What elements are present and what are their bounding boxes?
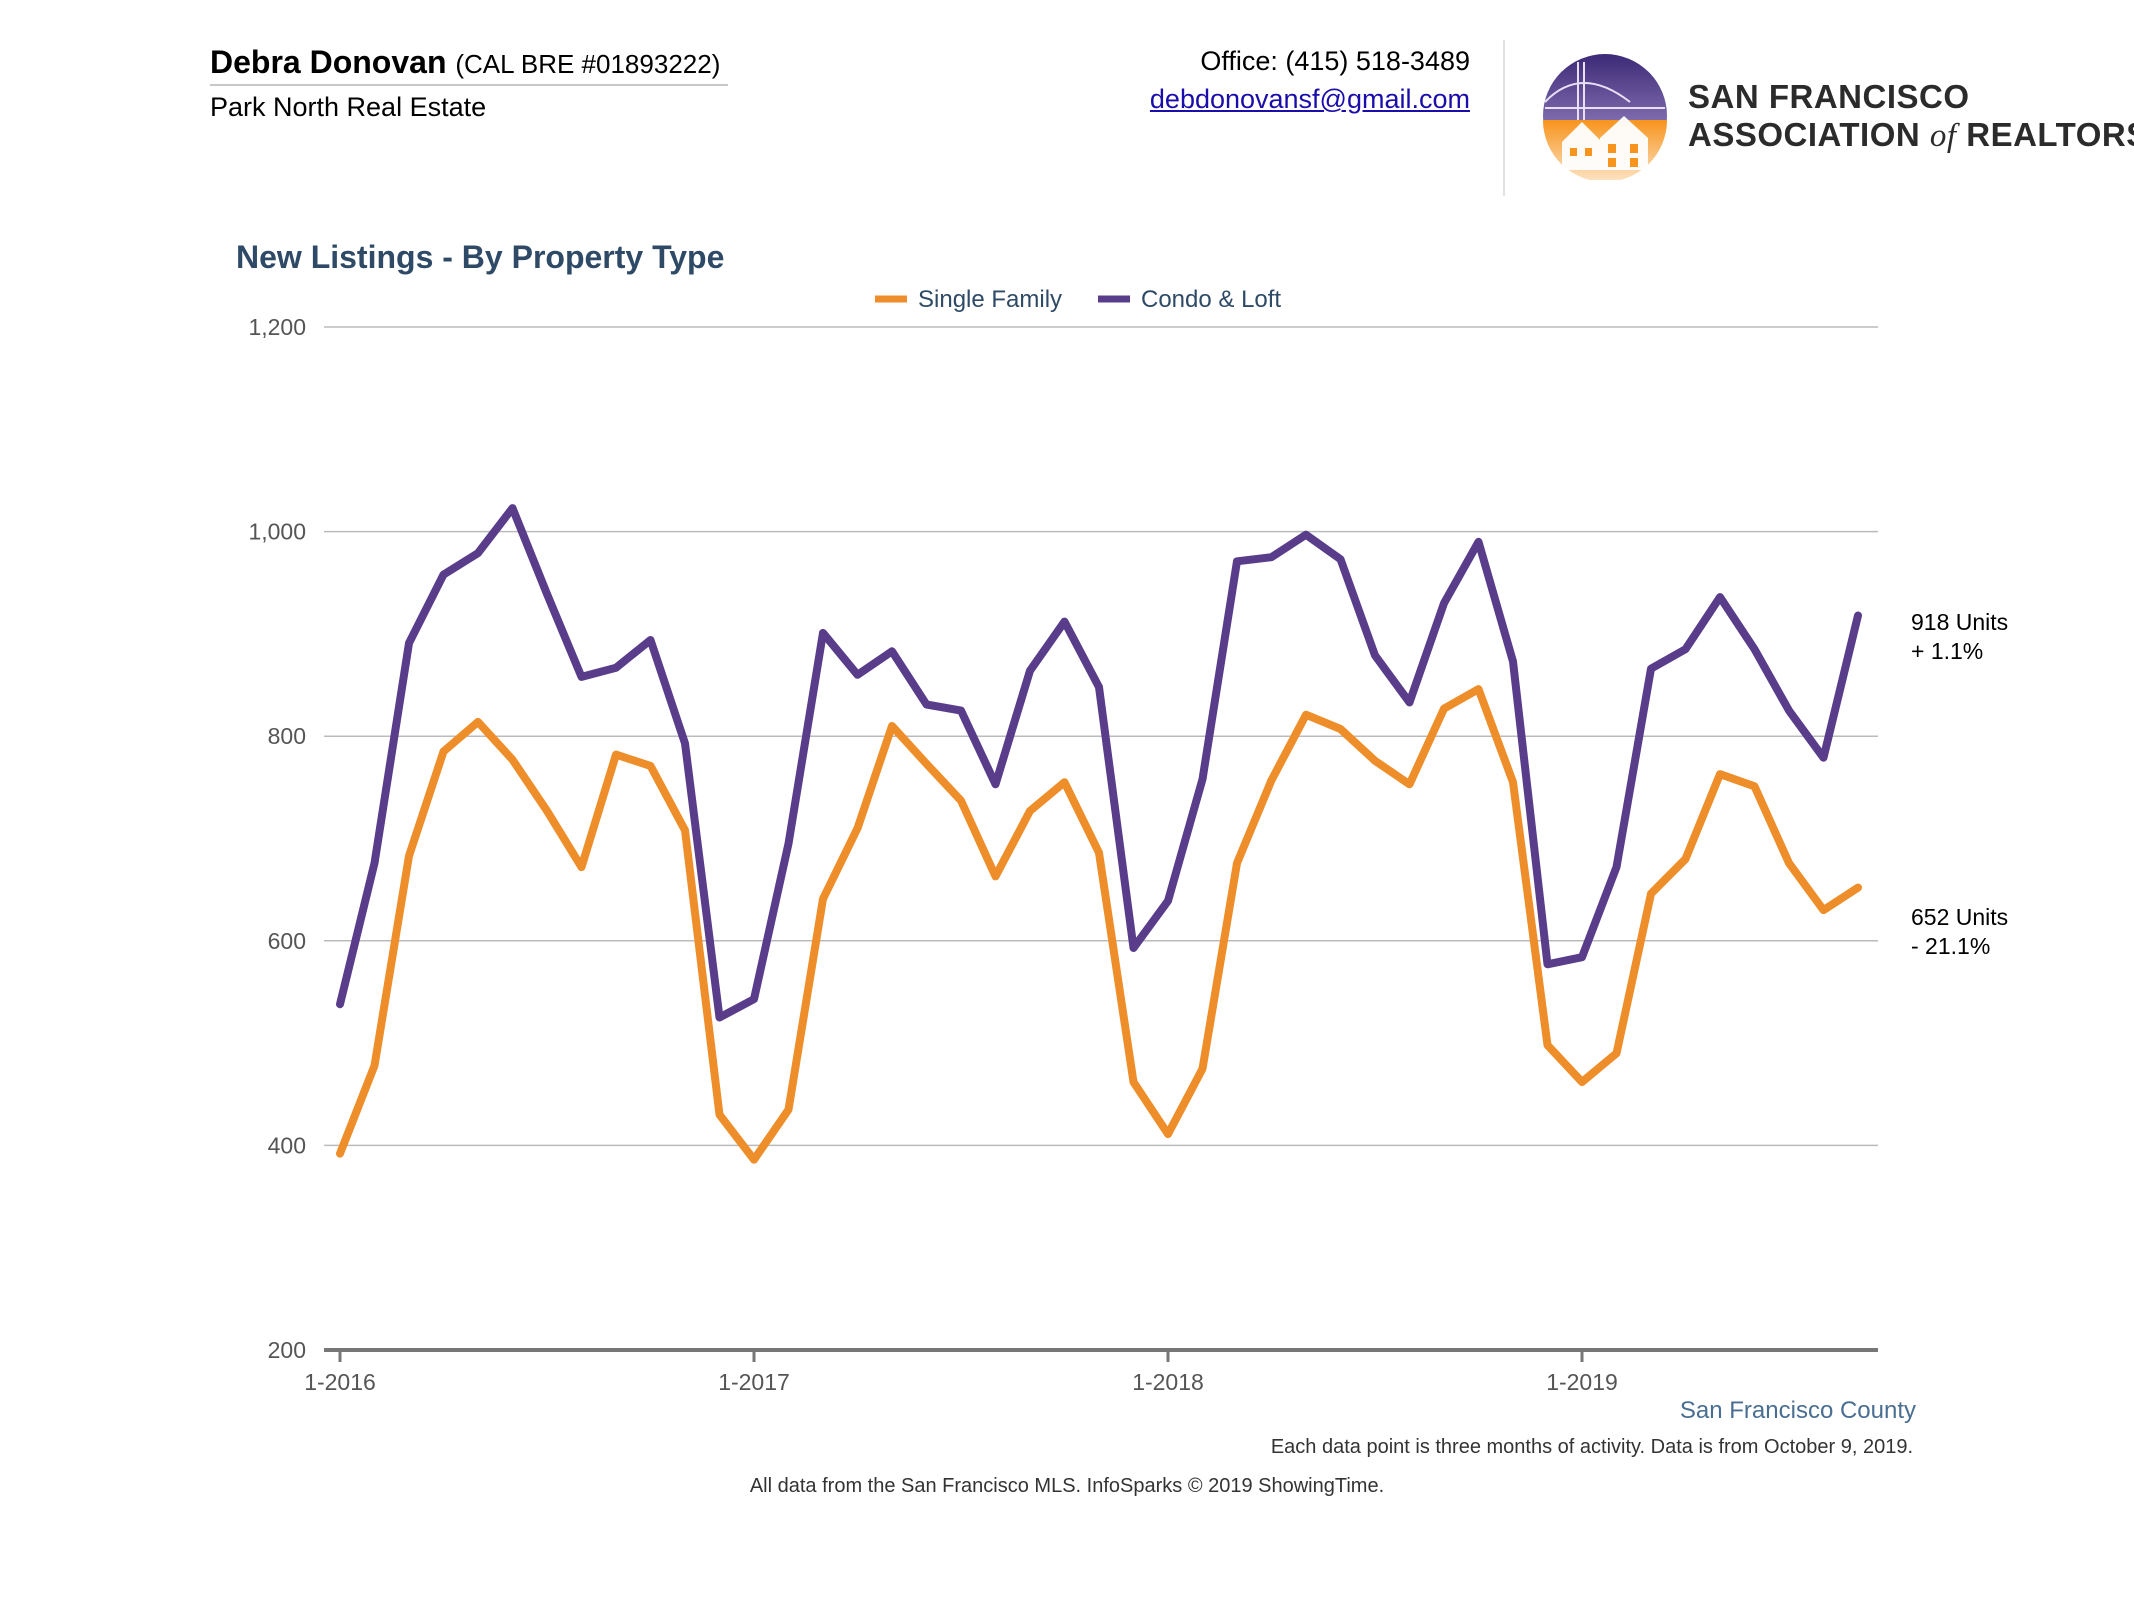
y-tick-label: 1,000 [248,519,306,545]
header-divider [1503,40,1505,196]
office-phone: Office: (415) 518-3489 [1200,46,1470,76]
agent-name-text: Debra Donovan [210,44,447,80]
end-labels: 918 Units + 1.1% 652 Units - 21.1% [1911,609,2008,959]
gridlines [324,326,1878,1147]
golden-gate-bridge-houses-logo-icon [1543,54,1667,180]
end-label-single-family-change: - 21.1% [1911,933,1990,959]
y-tick-label: 600 [268,928,306,954]
y-axis-ticks: 200 400 600 800 1,000 1,200 [248,314,306,1363]
agent-name: Debra Donovan (CAL BRE #01893222) [210,44,720,81]
y-tick-label: 400 [268,1132,306,1158]
end-label-condo-loft-change: + 1.1% [1911,638,1983,664]
org-name-association: ASSOCIATION [1688,116,1930,153]
agent-company: Park North Real Estate [210,92,487,122]
series-line-single-family [336,685,1862,1164]
legend-label-single-family: Single Family [918,286,1062,313]
chart-note: Each data point is three months of activ… [1271,1436,1913,1458]
series-lines [336,504,1862,1164]
data-source: All data from the San Francisco MLS. Inf… [750,1475,1384,1497]
agent-underline [210,84,728,86]
legend-label-condo-loft: Condo & Loft [1141,286,1281,313]
org-name-line1: SAN FRANCISCO [1688,78,1970,115]
agent-license: (CAL BRE #01893222) [455,49,721,79]
end-label-condo-loft-value: 918 Units [1911,609,2008,635]
x-tick-label: 1-2017 [718,1369,790,1395]
org-name-line2: ASSOCIATION of REALTORS® [1688,116,2134,155]
x-axis: 1-2016 1-2017 1-2018 1-2019 [304,1348,1878,1395]
org-name-of: of [1929,118,1957,154]
x-tick-label: 1-2016 [304,1369,376,1395]
chart-title: New Listings - By Property Type [236,239,724,275]
y-tick-label: 800 [268,723,306,749]
chart-legend: Single Family Condo & Loft [875,286,1281,313]
region-label: San Francisco County [1680,1397,1916,1424]
y-tick-label: 200 [268,1337,306,1363]
series-line-condo-loft [336,504,1862,1022]
x-tick-label: 1-2018 [1132,1369,1204,1395]
end-label-single-family-value: 652 Units [1911,904,2008,930]
x-tick-label: 1-2019 [1546,1369,1618,1395]
org-name-realtors: REALTORS [1956,116,2134,153]
email-link[interactable]: debdonovansf@gmail.com [1149,84,1470,114]
y-tick-label: 1,200 [248,314,306,340]
